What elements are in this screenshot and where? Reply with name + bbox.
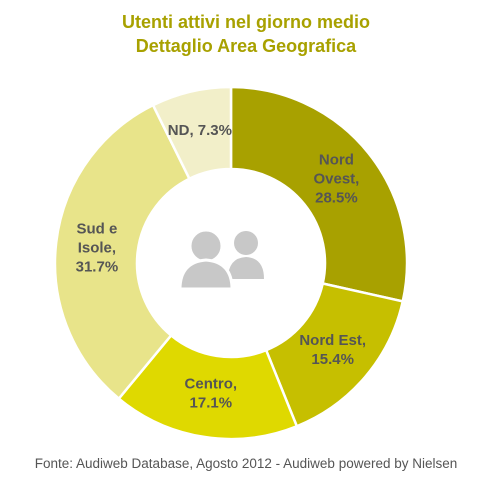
slice-nord-ovest (229, 85, 409, 303)
slice-label-nd: ND, 7.3% (168, 122, 232, 139)
chart-subtitle: Dettaglio Area Geografica (135, 36, 357, 56)
slice-label-sud-e-isole: Sud e Isole, 31.7% (76, 220, 119, 275)
chart-title-block: Utenti attivi nel giorno medio Dettaglio… (0, 10, 492, 58)
users-icon (178, 228, 264, 291)
slice-label-nord-ovest: Nord Ovest, 28.5% (313, 152, 359, 207)
slice-labels: Nord Ovest, 28.5% Nord Est, 15.4% Centro, 17.1… (76, 122, 366, 412)
slice-sud-e-isole (53, 103, 192, 401)
source-note: Fonte: Audiweb Database, Agosto 2012 - A… (34, 456, 458, 471)
slice-label-nord-est: Nord Est, 15.4% (299, 332, 366, 368)
slice-nd (151, 85, 233, 181)
donut-slices (53, 85, 409, 441)
slice-centro (117, 333, 299, 441)
slice-label-centro: Centro, 17.1% (185, 376, 238, 412)
chart-title: Utenti attivi nel giorno medio (121, 12, 370, 32)
